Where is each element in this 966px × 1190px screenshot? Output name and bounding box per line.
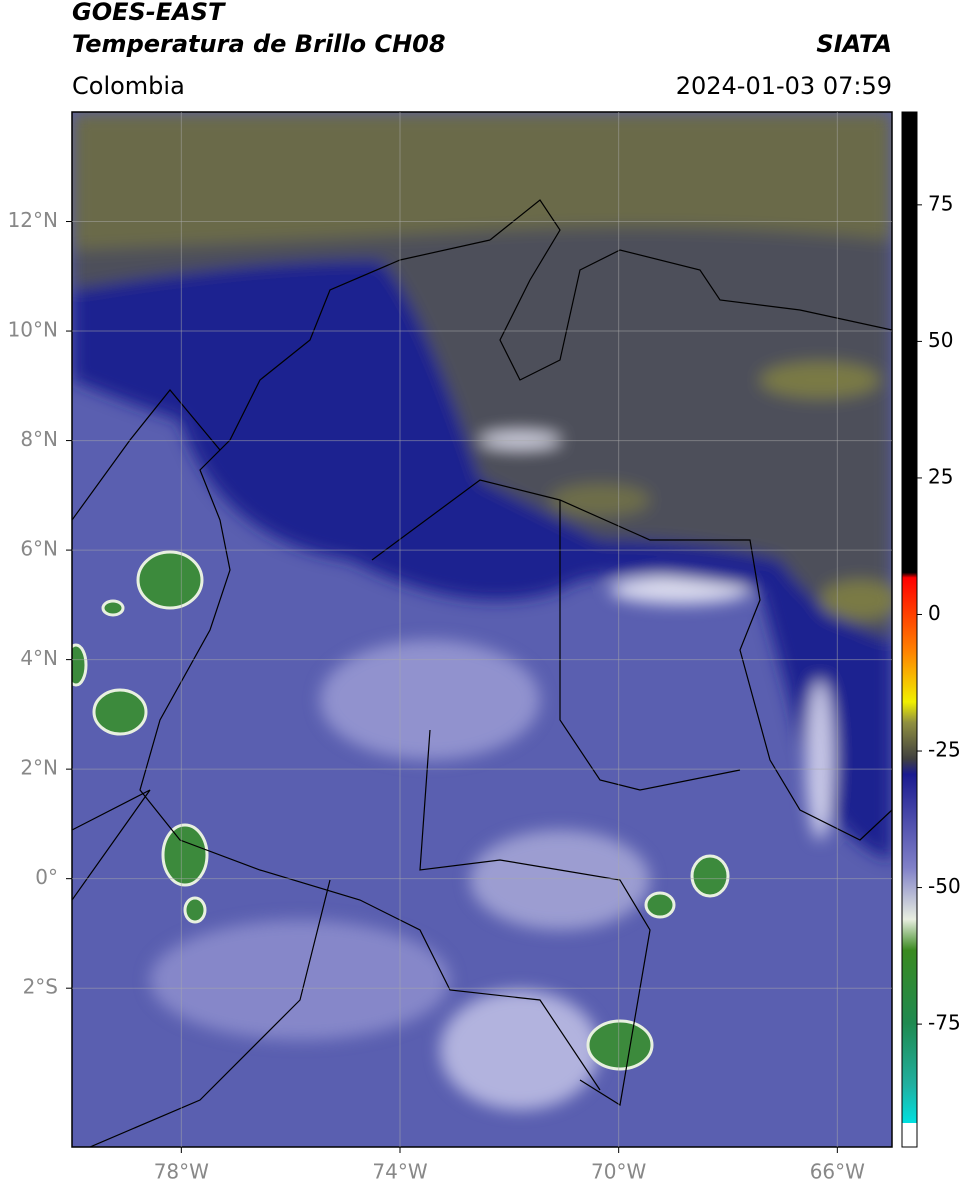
map-frame <box>71 111 893 1148</box>
colorbar-tick-label: -25 <box>928 738 961 762</box>
y-tick-label: 6°N <box>20 537 58 561</box>
colorbar-tick-label: 25 <box>928 464 953 488</box>
title: GOES-EAST <box>72 0 226 26</box>
colorbar-tick-label: 50 <box>928 328 953 352</box>
colorbar-tick-label: -50 <box>928 874 961 898</box>
y-tick-label: 4°N <box>20 646 58 670</box>
colorbar <box>901 111 918 1148</box>
x-tick-label: 66°W <box>810 1160 865 1184</box>
y-tick-label: 8°N <box>20 427 58 451</box>
region: Colombia <box>72 72 185 100</box>
datetime: 2024-01-03 07:59 <box>676 72 892 100</box>
y-tick-label: 10°N <box>8 318 58 342</box>
source: SIATA <box>816 30 892 58</box>
colorbar-tick-label: 75 <box>928 191 953 215</box>
colorbar-tick-label: 0 <box>928 601 941 625</box>
satellite-image <box>72 112 892 1147</box>
y-tick-label: 0° <box>35 865 58 889</box>
y-tick-label: 2°N <box>20 756 58 780</box>
x-tick-label: 74°W <box>372 1160 427 1184</box>
x-tick-label: 78°W <box>154 1160 209 1184</box>
subtitle: Temperatura de Brillo CH08 <box>72 30 446 58</box>
y-tick-label: 2°S <box>23 975 58 999</box>
colorbar-tick-label: -75 <box>928 1011 961 1035</box>
y-tick-label: 12°N <box>8 208 58 232</box>
x-tick-label: 70°W <box>591 1160 646 1184</box>
